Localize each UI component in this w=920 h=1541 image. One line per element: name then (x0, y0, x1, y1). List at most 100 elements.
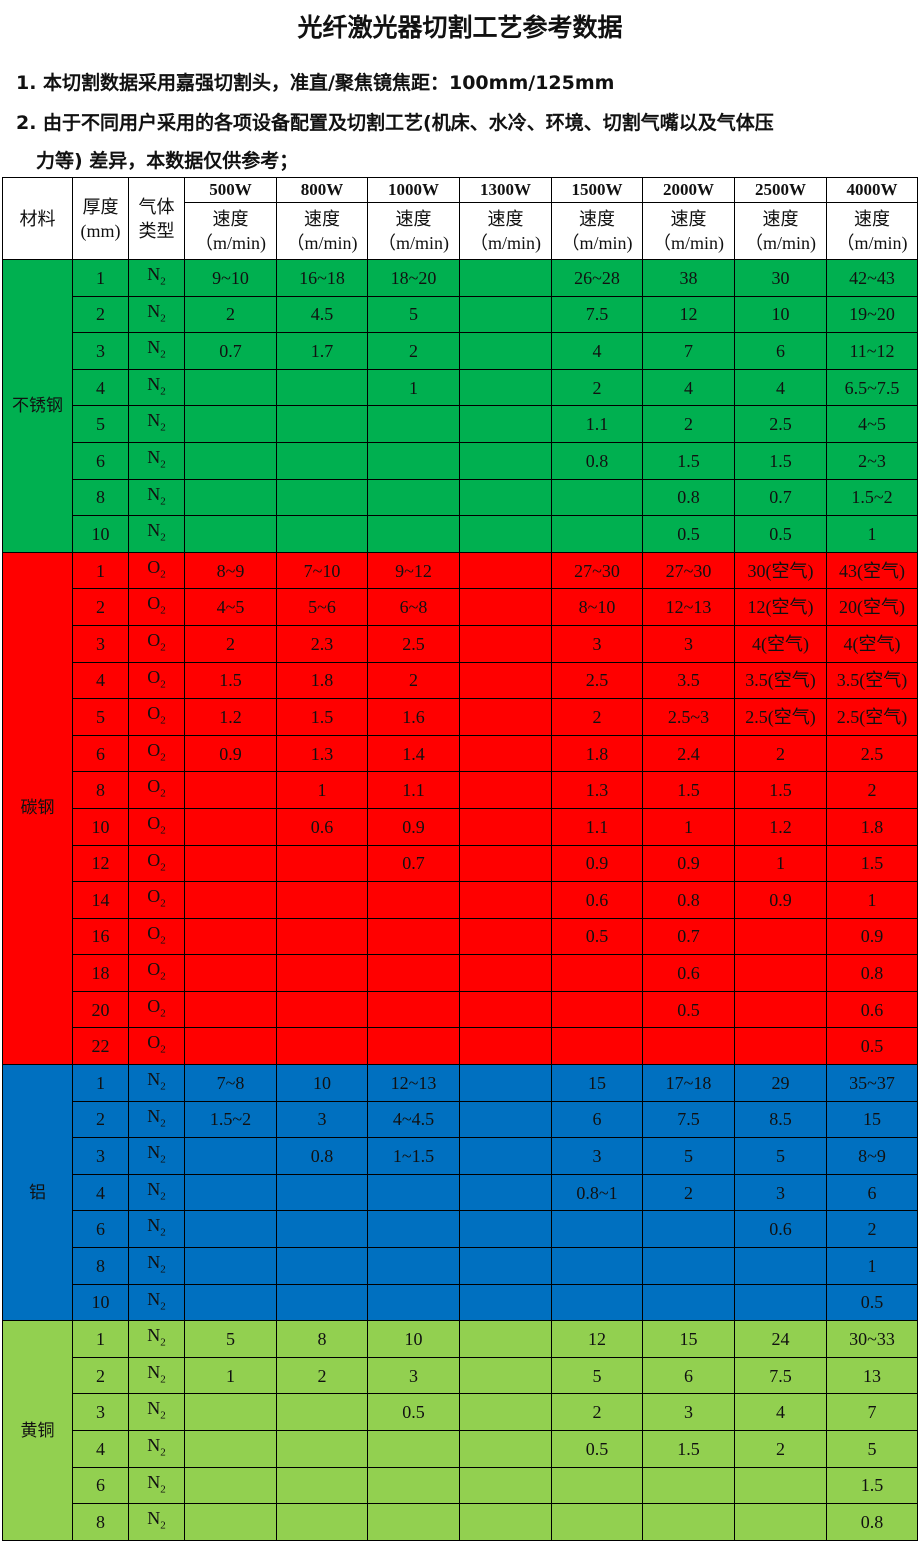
speed-cell: 2 (642, 405, 735, 443)
speed-cell: 1 (734, 844, 827, 883)
speed-cell: 0.5 (551, 917, 643, 956)
gas-cell: N2 (128, 259, 185, 297)
gas-cell: O2 (128, 771, 185, 809)
speed-cell (367, 881, 460, 919)
thickness-cell: 8 (72, 478, 129, 517)
thickness-cell: 6 (72, 1466, 129, 1505)
speed-cell (459, 259, 552, 297)
thickness-cell: 1 (72, 1064, 129, 1102)
material-cell: 不锈钢 (2, 259, 73, 553)
speed-cell (734, 1466, 827, 1505)
thickness-cell: 3 (72, 332, 129, 370)
speed-cell: 29 (734, 1064, 827, 1102)
table-row: 6 N2 0.8 1.5 1.5 2~3 (3, 441, 918, 480)
gas-cell: N2 (128, 1173, 185, 1212)
gas-cell: N2 (128, 368, 185, 407)
speed-cell: 35~37 (826, 1064, 918, 1102)
speed-cell: 0.9 (184, 734, 277, 773)
table-row: 2 N2 2 4.5 5 7.5 12 10 19~20 (3, 295, 918, 334)
speed-cell: 1 (367, 368, 460, 407)
speed-cell: 0.8 (642, 478, 735, 517)
page-title: 光纤激光器切割工艺参考数据 (297, 13, 623, 42)
speed-cell (459, 588, 552, 626)
speed-cell: 1.2 (184, 698, 277, 736)
gas-cell: N2 (128, 1430, 185, 1468)
speed-cell: 1.8 (276, 661, 368, 700)
speed-cell: 0.5 (826, 1027, 918, 1066)
table-row: 6 O2 0.9 1.3 1.4 1.8 2.4 2 2.5 (3, 734, 918, 773)
material-cell: 黄铜 (2, 1320, 73, 1541)
speed-cell: 0.6 (642, 954, 735, 992)
speed-cell: 30 (734, 259, 827, 297)
header-power: 800W (276, 177, 368, 203)
speed-cell: 8~10 (551, 588, 643, 626)
speed-cell: 12 (551, 1320, 643, 1358)
gas-cell: O2 (128, 917, 185, 956)
gas-cell: N2 (128, 1137, 185, 1175)
speed-cell: 1 (826, 515, 918, 553)
speed-cell: 17~18 (642, 1064, 735, 1102)
speed-cell (276, 1393, 368, 1431)
speed-cell (459, 1393, 552, 1431)
speed-cell: 26~28 (551, 259, 643, 297)
gas-cell: N2 (128, 405, 185, 443)
speed-cell: 2.5(空气) (734, 698, 827, 736)
table-row: 黄铜 1 N2 5 8 10 12 15 24 30~33 (2, 1320, 918, 1541)
speed-cell: 7.5 (551, 295, 643, 334)
thickness-cell: 2 (72, 295, 129, 334)
gas-cell: N2 (128, 1210, 185, 1249)
speed-cell: 2 (184, 295, 277, 334)
gas-cell: N2 (128, 1320, 185, 1358)
speed-cell (459, 917, 552, 956)
speed-cell (734, 990, 827, 1029)
speed-cell (276, 1173, 368, 1212)
speed-cell: 0.5 (367, 1393, 460, 1431)
table-row: 碳钢 1 O2 8~9 7~10 9~12 27~30 27~30 30(空气) 43(空气) (2, 551, 918, 1066)
table-row: 4 N2 1 2 4 4 6.5~7.5 (3, 368, 918, 407)
table-row: 2 N2 1.5~2 3 4~4.5 6 7.5 8.5 15 (3, 1100, 918, 1139)
gas-cell: N2 (128, 1466, 185, 1505)
speed-cell (184, 1137, 277, 1175)
speed-cell: 5 (734, 1137, 827, 1175)
speed-cell: 2~3 (826, 441, 918, 480)
speed-cell: 0.5 (551, 1430, 643, 1468)
speed-cell: 0.9 (642, 844, 735, 883)
speed-cell: 10 (276, 1064, 368, 1102)
speed-cell: 1.5 (276, 698, 368, 736)
gas-cell: O2 (128, 954, 185, 992)
speed-cell: 1 (826, 1247, 918, 1285)
table-row: 3 N2 0.8 1~1.5 3 5 5 8~9 (3, 1137, 918, 1175)
speed-cell: 7 (642, 332, 735, 370)
speed-cell (184, 844, 277, 883)
gas-cell: N2 (128, 1100, 185, 1139)
speed-cell: 0.6 (551, 881, 643, 919)
speed-cell: 1 (276, 771, 368, 809)
speed-cell (276, 1247, 368, 1285)
speed-cell (367, 954, 460, 992)
speed-cell: 2.5 (734, 405, 827, 443)
speed-cell (459, 990, 552, 1029)
speed-cell: 1 (642, 807, 735, 846)
header-speed-unit: 速度 （m/min) (367, 202, 460, 260)
thickness-cell: 3 (72, 1137, 129, 1175)
speed-cell: 1.1 (551, 405, 643, 443)
thickness-cell: 6 (72, 734, 129, 773)
speed-cell (276, 478, 368, 517)
speed-cell: 4~4.5 (367, 1100, 460, 1139)
speed-cell (184, 1210, 277, 1249)
cutting-data-table: 材料 厚度 (mm) 气体 类型 500W 800W 1000W 1300W 1500W 2000W… (2, 177, 918, 1541)
thickness-cell: 3 (72, 624, 129, 663)
speed-cell: 1.8 (826, 807, 918, 846)
speed-cell (459, 1137, 552, 1175)
speed-cell: 0.6 (734, 1210, 827, 1249)
speed-cell (459, 1466, 552, 1505)
speed-cell: 0.5 (642, 990, 735, 1029)
speed-cell (276, 441, 368, 480)
speed-cell (459, 881, 552, 919)
speed-cell: 24 (734, 1320, 827, 1358)
speed-cell: 3 (276, 1100, 368, 1139)
speed-cell: 6 (642, 1356, 735, 1395)
speed-cell (276, 1503, 368, 1541)
speed-cell: 0.6 (276, 807, 368, 846)
speed-cell (642, 1283, 735, 1322)
